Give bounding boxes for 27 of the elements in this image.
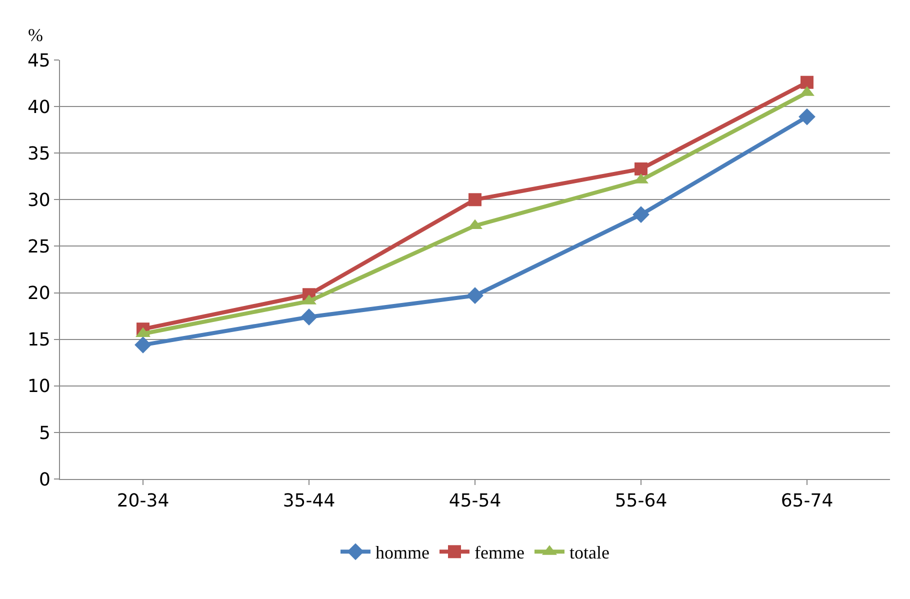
y-tick-label: 0 — [38, 469, 50, 490]
legend-label: totale — [569, 542, 610, 563]
y-tick-label: 5 — [38, 422, 50, 444]
point — [468, 193, 482, 206]
point — [466, 287, 484, 304]
legend-label: femme — [474, 542, 524, 563]
y-tick-label: 45 — [27, 50, 50, 72]
y-axis-title: % — [28, 25, 43, 45]
legend-label: homme — [376, 542, 430, 563]
point — [634, 162, 648, 176]
point — [798, 108, 816, 126]
y-tick-label: 35 — [27, 143, 50, 164]
y-tick-label: 10 — [27, 376, 50, 398]
point — [800, 76, 814, 89]
x-tick-label: 20-34 — [116, 490, 170, 512]
x-tick-label: 65-74 — [780, 490, 834, 512]
point — [632, 206, 650, 224]
y-tick-label: 15 — [27, 330, 50, 351]
y-tick-label: 30 — [27, 190, 50, 211]
y-tick-label: 40 — [27, 96, 50, 118]
point — [134, 336, 152, 354]
y-tick-label: 20 — [27, 283, 50, 304]
point — [300, 308, 318, 326]
x-tick-label: 45-54 — [448, 490, 502, 512]
x-tick-label: 55-64 — [614, 490, 668, 512]
x-tick-label: 35-44 — [282, 490, 336, 512]
y-tick-label: 25 — [27, 236, 50, 258]
